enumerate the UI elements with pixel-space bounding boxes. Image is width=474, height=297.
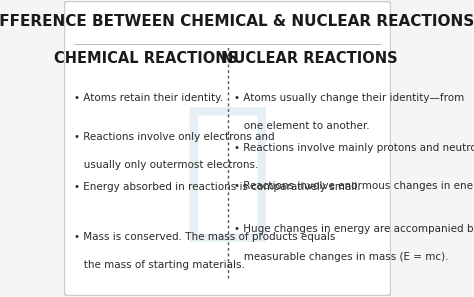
FancyBboxPatch shape bbox=[64, 1, 391, 296]
Text: • Reactions involve mainly protons and neutrons.: • Reactions involve mainly protons and n… bbox=[234, 143, 474, 153]
Text: DIFFERENCE BETWEEN CHEMICAL & NUCLEAR REACTIONS: DIFFERENCE BETWEEN CHEMICAL & NUCLEAR RE… bbox=[0, 15, 474, 29]
Text: • Energy absorbed in reactions is comparatively small.: • Energy absorbed in reactions is compar… bbox=[74, 182, 361, 192]
Text: • Atoms retain their identity.: • Atoms retain their identity. bbox=[74, 93, 223, 102]
Text: NUCLEAR REACTIONS: NUCLEAR REACTIONS bbox=[221, 51, 397, 66]
Text: • Reactions involve only electrons and

   usually only outermost electrons.: • Reactions involve only electrons and u… bbox=[74, 132, 275, 170]
Text: • Mass is conserved. The mass of products equals

   the mass of starting materi: • Mass is conserved. The mass of product… bbox=[74, 232, 336, 270]
Text: • Reactions involve enormous changes in energy.: • Reactions involve enormous changes in … bbox=[234, 181, 474, 191]
Text: CHEMICAL REACTIONS: CHEMICAL REACTIONS bbox=[54, 51, 238, 66]
Text: • Atoms usually change their identity—from

   one element to another.: • Atoms usually change their identity—fr… bbox=[234, 93, 465, 131]
Text: ⛛: ⛛ bbox=[182, 97, 273, 247]
Text: • Huge changes in energy are accompanied by

   measurable changes in mass (E = : • Huge changes in energy are accompanied… bbox=[234, 224, 474, 262]
